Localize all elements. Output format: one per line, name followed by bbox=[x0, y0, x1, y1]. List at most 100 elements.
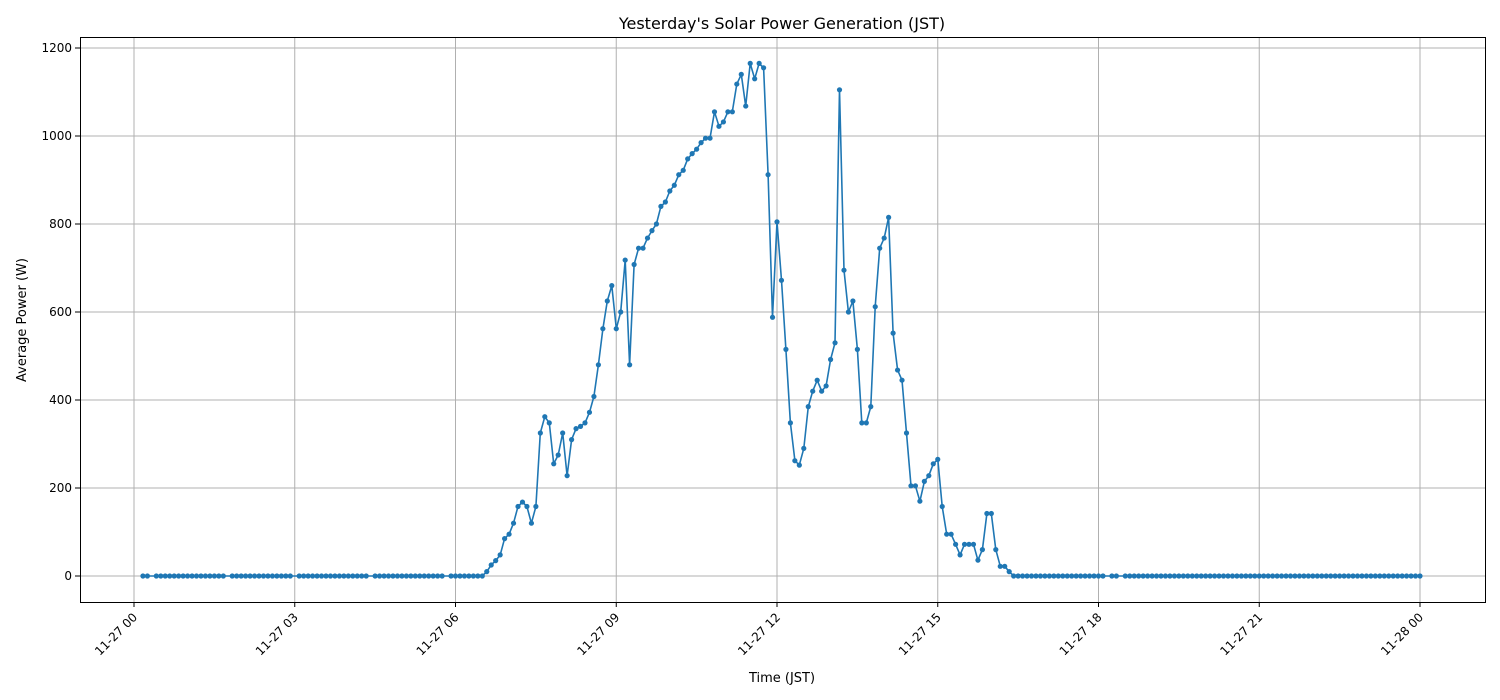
y-tick-label: 0 bbox=[64, 569, 72, 583]
data-point bbox=[323, 573, 329, 579]
data-point bbox=[426, 573, 432, 579]
data-point bbox=[1100, 573, 1106, 579]
data-point bbox=[327, 573, 334, 579]
data-point bbox=[1332, 573, 1338, 579]
data-point bbox=[394, 573, 401, 579]
data-point bbox=[1390, 573, 1396, 579]
data-point bbox=[198, 573, 204, 579]
data-point bbox=[1171, 573, 1178, 579]
x-axis-ticks: 11-27 00 11-27 03 11-27 06 11-27 09 11-27 12… bbox=[92, 602, 1426, 658]
data-point bbox=[890, 330, 896, 336]
data-point bbox=[202, 573, 209, 579]
data-point bbox=[421, 573, 427, 579]
data-point bbox=[1368, 573, 1374, 579]
y-axis-label: Average Power (W) bbox=[15, 258, 30, 382]
data-point bbox=[863, 420, 869, 426]
data-point bbox=[1073, 573, 1079, 579]
data-point bbox=[944, 531, 950, 537]
data-point bbox=[680, 167, 686, 173]
data-point bbox=[881, 235, 887, 241]
data-point bbox=[1404, 573, 1410, 579]
data-point bbox=[184, 573, 191, 579]
data-point bbox=[403, 573, 409, 579]
data-point bbox=[694, 146, 700, 152]
data-point bbox=[720, 119, 727, 125]
data-point bbox=[515, 503, 521, 510]
data-point bbox=[970, 541, 977, 547]
data-point bbox=[1082, 573, 1088, 579]
data-point bbox=[265, 573, 271, 579]
data-point bbox=[591, 393, 597, 400]
data-point bbox=[1198, 573, 1204, 579]
data-point bbox=[1256, 573, 1262, 579]
data-point bbox=[850, 298, 856, 304]
data-point bbox=[792, 458, 798, 464]
data-point bbox=[359, 573, 365, 579]
data-point bbox=[470, 573, 476, 579]
data-point bbox=[948, 531, 954, 537]
data-point bbox=[1399, 573, 1405, 579]
data-point bbox=[997, 563, 1003, 569]
data-point bbox=[1247, 573, 1253, 579]
data-point bbox=[685, 156, 691, 162]
data-point bbox=[296, 573, 302, 579]
data-point bbox=[1011, 573, 1017, 579]
data-point bbox=[640, 245, 646, 251]
x-tick-label: 11-27 18 bbox=[1057, 610, 1105, 658]
data-point bbox=[1372, 573, 1378, 579]
data-point bbox=[412, 573, 418, 579]
data-point bbox=[729, 109, 735, 115]
data-point bbox=[1225, 573, 1231, 579]
data-point bbox=[1037, 573, 1044, 579]
data-point bbox=[582, 420, 588, 426]
data-point bbox=[1203, 573, 1209, 579]
data-point bbox=[765, 172, 771, 178]
data-point bbox=[957, 552, 963, 558]
data-point bbox=[278, 573, 284, 579]
data-point bbox=[1265, 573, 1271, 579]
data-point bbox=[725, 109, 731, 115]
data-point bbox=[372, 573, 378, 579]
data-point bbox=[796, 462, 802, 468]
data-point bbox=[1127, 573, 1133, 579]
data-point bbox=[1234, 573, 1240, 579]
plot-frame bbox=[80, 37, 1486, 603]
data-point bbox=[1417, 573, 1423, 579]
data-point bbox=[689, 151, 695, 157]
data-point bbox=[363, 573, 369, 579]
data-point bbox=[1238, 573, 1244, 579]
data-point bbox=[234, 573, 240, 579]
data-point bbox=[1319, 573, 1325, 579]
data-point bbox=[1060, 573, 1066, 579]
data-point bbox=[1211, 573, 1218, 579]
data-point bbox=[738, 71, 744, 77]
data-point bbox=[644, 235, 651, 241]
data-point bbox=[488, 562, 494, 568]
data-point bbox=[805, 404, 811, 410]
data-point bbox=[702, 135, 709, 141]
data-point bbox=[711, 109, 718, 115]
data-point bbox=[336, 573, 343, 579]
data-point bbox=[877, 245, 883, 251]
data-point bbox=[1006, 569, 1012, 575]
data-point bbox=[1162, 573, 1169, 579]
data-point bbox=[528, 520, 535, 526]
data-point bbox=[1381, 573, 1387, 579]
data-point bbox=[631, 261, 637, 268]
data-point bbox=[1283, 573, 1289, 579]
chart-title: Yesterday's Solar Power Generation (JST) bbox=[618, 14, 945, 33]
data-point bbox=[787, 420, 793, 426]
x-tick-label: 11-27 00 bbox=[92, 610, 140, 658]
data-point bbox=[506, 531, 512, 537]
data-point bbox=[1180, 573, 1186, 579]
data-point bbox=[1386, 573, 1392, 579]
data-point bbox=[872, 304, 878, 310]
data-point bbox=[1086, 573, 1093, 579]
data-point bbox=[966, 541, 972, 547]
data-point bbox=[653, 221, 660, 227]
data-point bbox=[1345, 573, 1352, 579]
data-point bbox=[439, 573, 445, 579]
data-point bbox=[827, 356, 834, 363]
data-point bbox=[961, 541, 968, 547]
data-point bbox=[1189, 573, 1195, 579]
